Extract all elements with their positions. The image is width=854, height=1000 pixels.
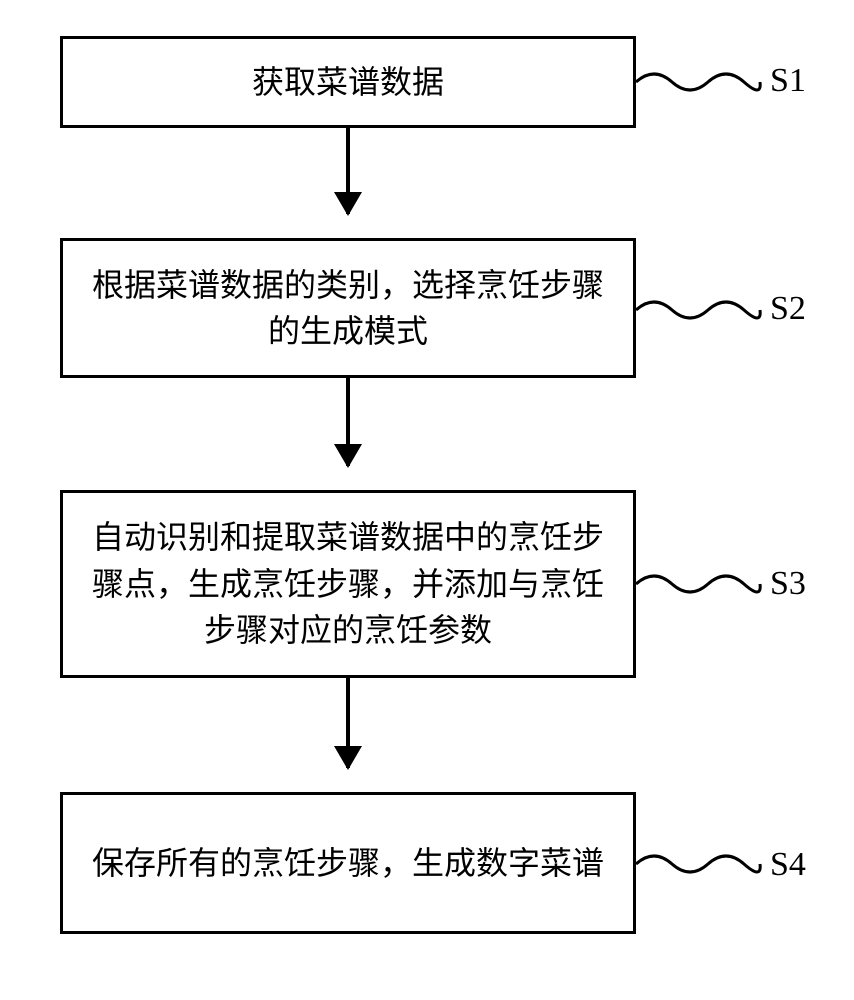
flowchart-node-s1: 获取菜谱数据 bbox=[60, 36, 636, 128]
arrow-s3-s4 bbox=[346, 678, 350, 768]
node-s2-text: 根据菜谱数据的类别，选择烹饪步骤的生成模式 bbox=[83, 262, 613, 355]
connector-s4 bbox=[636, 852, 766, 882]
flowchart-node-s3: 自动识别和提取菜谱数据中的烹饪步骤点，生成烹饪步骤，并添加与烹饪步骤对应的烹饪参… bbox=[60, 490, 636, 678]
connector-s3 bbox=[636, 572, 766, 602]
flowchart-container: 获取菜谱数据 S1 根据菜谱数据的类别，选择烹饪步骤的生成模式 S2 自动识别和… bbox=[0, 0, 854, 1000]
flowchart-node-s2: 根据菜谱数据的类别，选择烹饪步骤的生成模式 bbox=[60, 238, 636, 378]
label-s1: S1 bbox=[770, 62, 806, 100]
label-s2: S2 bbox=[770, 290, 806, 328]
arrow-s2-s3 bbox=[346, 378, 350, 466]
connector-s1 bbox=[636, 70, 766, 100]
label-s4: S4 bbox=[770, 846, 806, 884]
node-s4-text: 保存所有的烹饪步骤，生成数字菜谱 bbox=[92, 840, 604, 886]
node-s3-text: 自动识别和提取菜谱数据中的烹饪步骤点，生成烹饪步骤，并添加与烹饪步骤对应的烹饪参… bbox=[83, 514, 613, 653]
arrow-s1-s2 bbox=[346, 128, 350, 214]
connector-s2 bbox=[636, 298, 766, 328]
label-s3: S3 bbox=[770, 565, 806, 603]
node-s1-text: 获取菜谱数据 bbox=[252, 59, 444, 105]
flowchart-node-s4: 保存所有的烹饪步骤，生成数字菜谱 bbox=[60, 792, 636, 934]
